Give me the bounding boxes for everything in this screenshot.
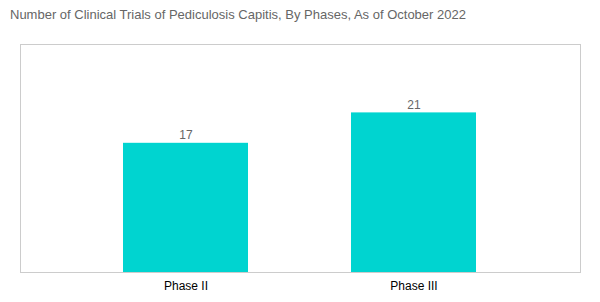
svg-text:Phase III: Phase III <box>390 279 437 293</box>
svg-text:Phase II: Phase II <box>164 279 208 293</box>
svg-text:21: 21 <box>407 98 421 112</box>
html-text:Number of Clinical Trials of P: Number of Clinical Trials of Pediculosis… <box>10 7 466 22</box>
svg-text:17: 17 <box>179 128 193 142</box>
